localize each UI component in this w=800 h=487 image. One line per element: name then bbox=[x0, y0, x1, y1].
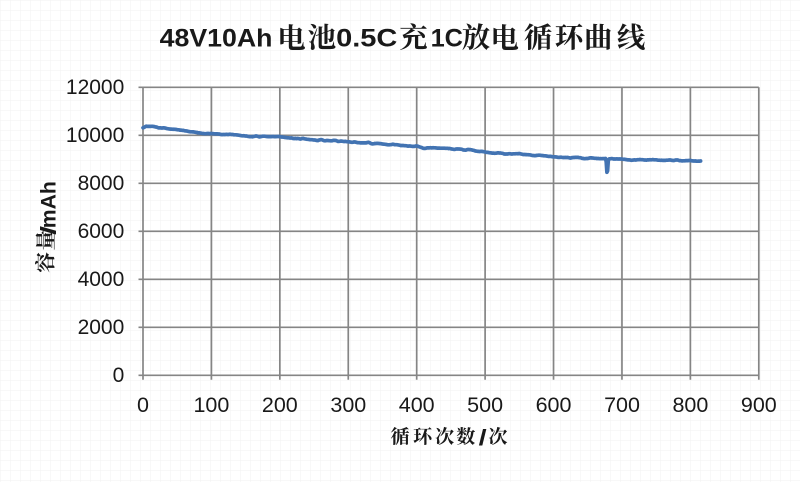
svg-text:6000: 6000 bbox=[78, 220, 125, 243]
svg-text:4000: 4000 bbox=[78, 268, 125, 291]
svg-text:500: 500 bbox=[467, 393, 503, 417]
svg-text:2000: 2000 bbox=[78, 316, 125, 339]
svg-text:600: 600 bbox=[536, 393, 572, 417]
svg-text:0.5C: 0.5C bbox=[336, 25, 397, 53]
svg-text:48V10Ah: 48V10Ah bbox=[160, 25, 273, 53]
svg-text:8000: 8000 bbox=[78, 172, 125, 195]
svg-text:900: 900 bbox=[741, 393, 777, 417]
svg-text:/: / bbox=[479, 425, 487, 450]
svg-text:300: 300 bbox=[330, 393, 366, 417]
svg-text:mAh: mAh bbox=[38, 181, 61, 228]
svg-text:0: 0 bbox=[113, 364, 125, 387]
svg-text:800: 800 bbox=[672, 393, 708, 417]
svg-text:/: / bbox=[38, 226, 61, 235]
svg-text:10000: 10000 bbox=[66, 124, 124, 147]
svg-text:1C: 1C bbox=[431, 25, 463, 53]
svg-text:200: 200 bbox=[262, 393, 298, 417]
svg-text:0: 0 bbox=[137, 393, 149, 417]
svg-text:700: 700 bbox=[604, 393, 640, 417]
svg-text:100: 100 bbox=[193, 393, 229, 417]
svg-text:400: 400 bbox=[399, 393, 435, 417]
svg-text:12000: 12000 bbox=[66, 76, 124, 99]
